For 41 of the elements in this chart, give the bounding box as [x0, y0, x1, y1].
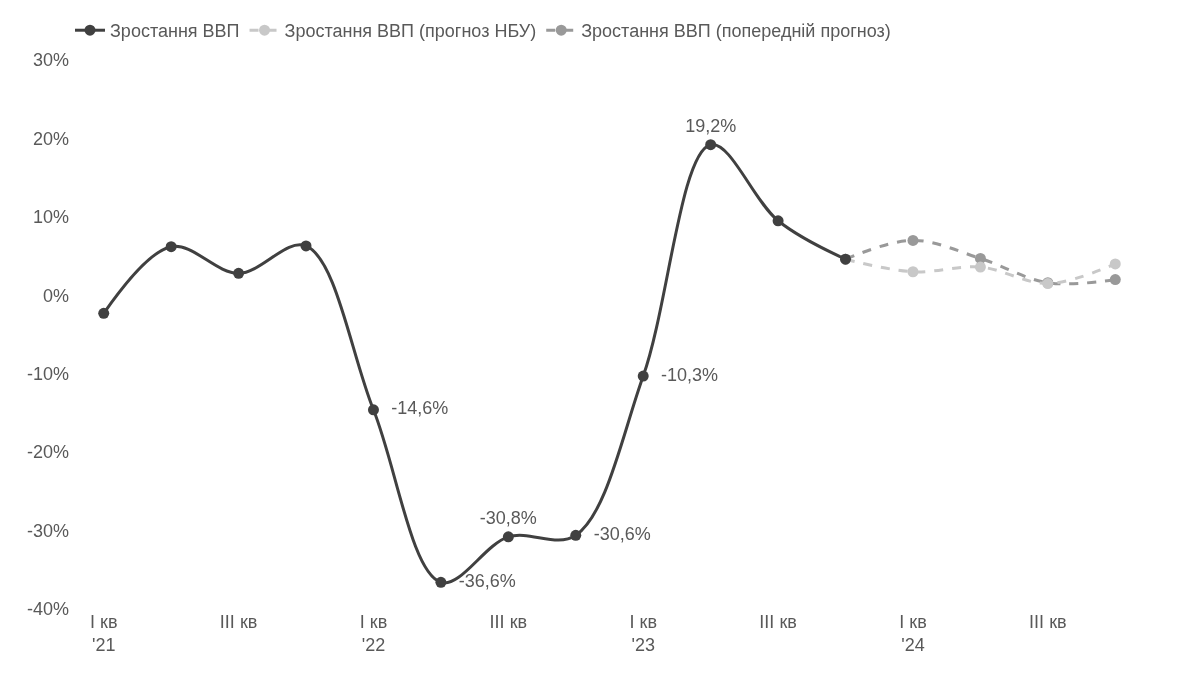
- x-tick-label: III кв: [759, 612, 797, 632]
- x-tick-label: III кв: [489, 612, 528, 632]
- y-tick-label: 0%: [42, 285, 69, 306]
- point: [705, 139, 717, 151]
- x-tick-label: III кв: [219, 612, 258, 632]
- y-tick-label: 10%: [32, 207, 69, 228]
- point: [974, 261, 986, 273]
- point: [1109, 258, 1121, 270]
- point: [1109, 274, 1121, 286]
- y-tick-label: -10%: [26, 364, 69, 385]
- legend-label: Зростання ВВП: [110, 21, 240, 42]
- point: [98, 307, 110, 319]
- point: [367, 404, 379, 416]
- point: [165, 241, 177, 253]
- point: [907, 266, 919, 278]
- y-tick-label: -20%: [26, 442, 69, 463]
- x-tick-label: I кв '24: [899, 612, 927, 656]
- data-label: -14,6%: [381, 398, 449, 419]
- x-tick-label: I кв '21: [89, 612, 118, 656]
- data-label: -30,6%: [583, 523, 651, 544]
- x-tick-label: I кв '22: [359, 612, 388, 656]
- y-tick-label: 30%: [32, 50, 69, 71]
- point: [637, 370, 649, 382]
- data-label: -10,3%: [651, 364, 719, 385]
- data-label: -36,6%: [448, 570, 516, 591]
- x-tick-label: I кв '23: [629, 612, 657, 656]
- point: [233, 267, 245, 279]
- legend-label: Зростання ВВП (попередній прогноз): [581, 21, 891, 42]
- y-tick-label: 20%: [32, 128, 69, 149]
- y-tick-label: -40%: [26, 599, 69, 620]
- point: [502, 531, 514, 543]
- data-label: 19,2%: [685, 116, 737, 137]
- point: [435, 576, 447, 588]
- y-tick-label: -30%: [26, 520, 69, 541]
- legend-label: Зростання ВВП (прогноз НБУ): [284, 21, 537, 42]
- x-tick-label: III кв: [1029, 612, 1067, 632]
- point: [570, 529, 582, 541]
- data-label: -30,8%: [479, 508, 537, 529]
- point: [300, 240, 312, 252]
- point: [772, 215, 784, 227]
- point: [907, 234, 919, 246]
